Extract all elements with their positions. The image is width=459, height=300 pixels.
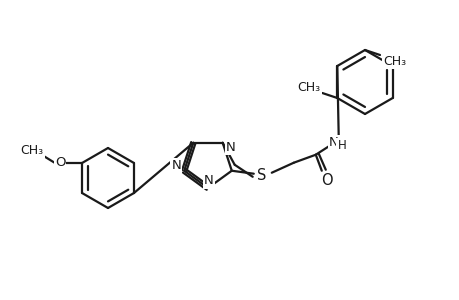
Text: N: N <box>171 159 181 172</box>
Text: N: N <box>204 175 213 188</box>
Text: O: O <box>320 173 332 188</box>
Text: CH₃: CH₃ <box>20 145 44 158</box>
Text: O: O <box>55 157 65 169</box>
Text: H: H <box>336 139 346 152</box>
Text: N: N <box>328 136 338 149</box>
Text: N: N <box>225 141 235 154</box>
Text: CH₃: CH₃ <box>297 80 320 94</box>
Text: S: S <box>257 168 266 183</box>
Text: CH₃: CH₃ <box>383 55 406 68</box>
